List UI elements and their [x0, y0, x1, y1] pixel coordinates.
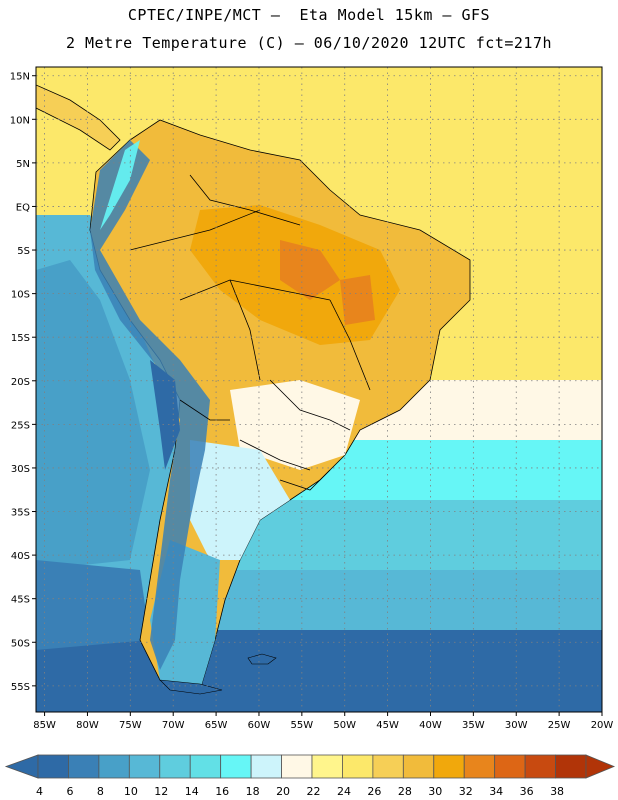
colorbar-swatch — [189, 754, 222, 779]
colorbar-tick-label: 18 — [246, 785, 260, 798]
colorbar-swatch — [463, 754, 496, 779]
colorbar-tick-label: 34 — [489, 785, 503, 798]
colorbar-tick-label: 6 — [66, 785, 73, 798]
lat-label: 20S — [11, 377, 30, 388]
tierra-del-fuego — [159, 679, 223, 695]
map-subtitle: 2 Metre Temperature (C) – 06/10/2020 12U… — [65, 34, 553, 52]
lat-label: EQ — [16, 202, 30, 213]
colorbar-tick-label: 8 — [97, 785, 104, 798]
lat-label: 45S — [11, 595, 30, 606]
latitude-labels: 15N 10N 5N EQ 5S 10S 15S 20S 25S 30S 35S 40S 45S 50S 5… — [10, 72, 36, 693]
lon-label: 20W — [591, 720, 614, 731]
colorbar-tick-label: 24 — [337, 785, 351, 798]
lon-label: 45W — [376, 720, 399, 731]
colorbar-tick-label: 28 — [398, 785, 412, 798]
lon-label: 50W — [333, 720, 356, 731]
colorbar-swatch — [159, 754, 191, 779]
colorbar-tick-label: 16 — [215, 785, 229, 798]
lon-label: 40W — [419, 720, 442, 731]
colorbar-tick-label: 38 — [550, 785, 564, 798]
malvinas — [247, 653, 277, 665]
ocean-south3 — [36, 630, 602, 712]
lat-label: 25S — [11, 420, 30, 431]
colorbar-swatch — [220, 754, 252, 779]
colorbar-tick-label: 22 — [307, 785, 321, 798]
colorbar-swatch — [281, 754, 313, 779]
colorbar-tick-label: 20 — [276, 785, 290, 798]
lat-label: 15N — [10, 72, 30, 83]
colorbar-swatch — [555, 754, 587, 779]
country-borders — [129, 174, 371, 491]
map-frame — [35, 66, 603, 713]
lat-label: 30S — [11, 464, 30, 475]
colorbar-swatch — [98, 754, 130, 779]
colorbar-swatch — [37, 754, 69, 779]
lat-label: 40S — [11, 551, 30, 562]
colorbar-swatch — [250, 754, 282, 779]
temperature-colorbar — [4, 754, 616, 779]
atacama-strip — [150, 360, 180, 470]
colorbar-min-arrow — [4, 754, 39, 779]
lon-label: 80W — [76, 720, 99, 731]
colorbar-tick-label: 10 — [124, 785, 138, 798]
map-gridlines — [36, 67, 602, 712]
colorbar-tick-label: 4 — [36, 785, 43, 798]
colorbar-tick-label: 32 — [459, 785, 473, 798]
colorbar-swatch — [524, 754, 556, 779]
lat-label: 35S — [11, 508, 30, 519]
argentina-cool — [190, 440, 290, 560]
lon-label: 65W — [205, 720, 228, 731]
pacific-cold — [36, 560, 150, 650]
colorbar-swatch — [494, 754, 526, 779]
lon-label: 85W — [33, 720, 56, 731]
brazil-hot-core — [280, 240, 340, 300]
brazil-hot-core-2 — [340, 275, 375, 325]
colorbar-swatch — [433, 754, 465, 779]
lon-label: 35W — [462, 720, 485, 731]
longitude-labels: 85W 80W 75W 70W 65W 60W 55W 50W 45W 40W 35W 30W 25W 2… — [33, 712, 613, 731]
colorbar-tick-label: 30 — [428, 785, 442, 798]
lat-label: 55S — [11, 682, 30, 693]
colorbar-tick-label: 14 — [185, 785, 199, 798]
southern-brazil-mild — [230, 380, 360, 470]
lon-label: 30W — [505, 720, 528, 731]
lat-label: 5N — [16, 159, 30, 170]
colorbar-tick-labels: 4 6 8 10 12 14 16 18 20 22 24 26 28 30 32 34 36 38 — [36, 785, 564, 798]
colorbar-swatch — [311, 754, 343, 779]
colorbar-swatch — [342, 754, 374, 779]
andes-cold-band — [90, 140, 210, 670]
colorbar-swatch — [402, 754, 435, 779]
colorbar-max-arrow — [585, 754, 616, 779]
central-america-land — [36, 84, 121, 151]
colorbar-swatch — [372, 754, 404, 779]
lon-label: 25W — [548, 720, 571, 731]
colorbar-tick-label: 26 — [367, 785, 381, 798]
colorbar-swatch — [68, 754, 100, 779]
colorbar-tick-label: 12 — [154, 785, 168, 798]
lon-label: 75W — [119, 720, 142, 731]
lat-label: 5S — [17, 246, 30, 257]
lon-label: 70W — [162, 720, 185, 731]
lat-label: 50S — [11, 638, 30, 649]
lat-label: 10S — [11, 290, 30, 301]
lat-label: 10N — [10, 115, 30, 126]
map-title: CPTEC/INPE/MCT – Eta Model 15km – GFS — [127, 6, 491, 24]
colorbar-tick-label: 36 — [520, 785, 534, 798]
lon-label: 60W — [248, 720, 271, 731]
colorbar-swatch — [128, 754, 161, 779]
lon-label: 55W — [291, 720, 314, 731]
lat-label: 15S — [11, 333, 30, 344]
